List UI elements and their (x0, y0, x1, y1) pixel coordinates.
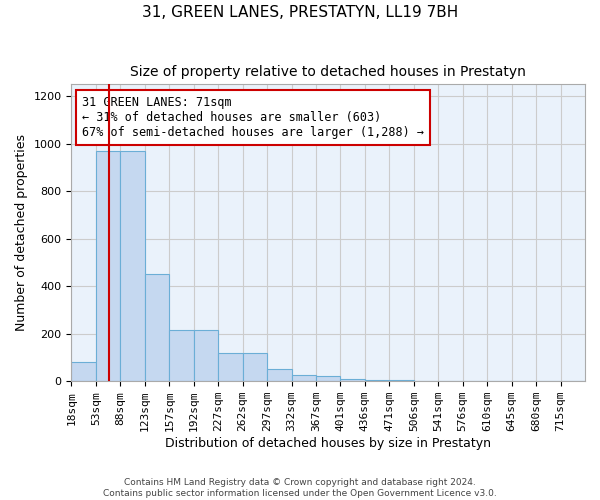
Bar (365, 380, 389, 381)
Bar (194, 330, 218, 381)
Bar (389, 380, 414, 381)
Text: 31, GREEN LANES, PRESTATYN, LL19 7BH: 31, GREEN LANES, PRESTATYN, LL19 7BH (142, 5, 458, 20)
Bar (267, 370, 292, 381)
Text: 31 GREEN LANES: 71sqm
← 31% of detached houses are smaller (603)
67% of semi-det: 31 GREEN LANES: 71sqm ← 31% of detached … (82, 96, 424, 139)
Title: Size of property relative to detached houses in Prestatyn: Size of property relative to detached ho… (130, 65, 526, 79)
Bar (71, 362, 96, 381)
Bar (121, 151, 145, 381)
Bar (340, 379, 365, 381)
Bar (292, 376, 316, 381)
Bar (145, 274, 169, 381)
Bar (169, 330, 194, 381)
X-axis label: Distribution of detached houses by size in Prestatyn: Distribution of detached houses by size … (165, 437, 491, 450)
Text: Contains HM Land Registry data © Crown copyright and database right 2024.
Contai: Contains HM Land Registry data © Crown c… (103, 478, 497, 498)
Bar (218, 352, 242, 381)
Bar (96, 151, 121, 381)
Bar (316, 376, 340, 381)
Bar (242, 352, 267, 381)
Y-axis label: Number of detached properties: Number of detached properties (15, 134, 28, 332)
